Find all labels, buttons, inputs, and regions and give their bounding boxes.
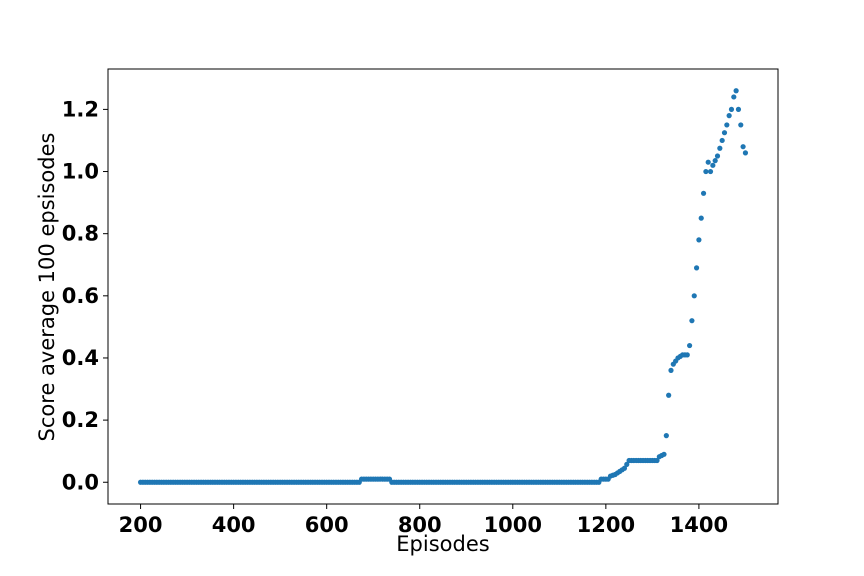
y-tick-label: 0.8 [62, 222, 99, 246]
data-point [721, 130, 728, 136]
data-point [719, 137, 725, 144]
data-point [624, 461, 630, 467]
data-point [733, 88, 739, 94]
data-point [703, 168, 709, 175]
points-layer [137, 88, 749, 485]
data-point [714, 153, 721, 159]
data-point [684, 352, 690, 358]
data-point [735, 106, 742, 112]
x-tick-label: 400 [212, 513, 256, 537]
y-tick-label: 0.6 [62, 284, 99, 308]
plot-frame [107, 68, 779, 505]
x-tick-label: 1200 [577, 513, 635, 537]
x-tick-label: 1400 [670, 513, 728, 537]
y-tick-label: 1.0 [62, 160, 99, 184]
x-axis: 200 400 600 800 1000 1200 1400 [119, 504, 728, 537]
data-point [689, 318, 695, 324]
data-point [705, 159, 711, 165]
y-tick-label: 1.2 [62, 97, 99, 121]
data-point [724, 122, 730, 128]
data-point [717, 145, 723, 151]
y-tick-label: 0.4 [62, 346, 99, 370]
data-point [731, 94, 737, 100]
data-point [712, 158, 718, 164]
x-axis-title: Episodes [396, 532, 489, 556]
data-point [663, 433, 669, 439]
data-point [654, 457, 660, 464]
data-point [696, 237, 702, 243]
data-point [738, 122, 744, 128]
data-point [700, 190, 707, 196]
data-point [726, 113, 732, 119]
y-axis: 0.0 0.2 0.4 0.6 0.8 1.0 1.2 [62, 97, 108, 494]
x-tick-label: 600 [305, 513, 349, 537]
x-tick-label: 800 [398, 513, 442, 537]
y-axis-title: Score average 100 epsisodes [35, 133, 59, 442]
data-point [707, 168, 714, 175]
data-point [693, 265, 700, 271]
data-point [661, 451, 667, 457]
data-point [687, 342, 693, 349]
data-point [740, 144, 746, 150]
data-point [742, 150, 749, 156]
x-tick-label: 1000 [484, 513, 542, 537]
data-point [710, 162, 716, 168]
data-point [668, 367, 674, 373]
data-point [621, 465, 628, 471]
x-tick-label: 200 [119, 513, 163, 537]
y-tick-label: 0.2 [62, 408, 99, 432]
data-point [728, 106, 735, 112]
data-point [666, 392, 672, 398]
data-point [698, 215, 704, 221]
data-point [691, 293, 697, 299]
y-tick-label: 0.0 [62, 470, 99, 494]
